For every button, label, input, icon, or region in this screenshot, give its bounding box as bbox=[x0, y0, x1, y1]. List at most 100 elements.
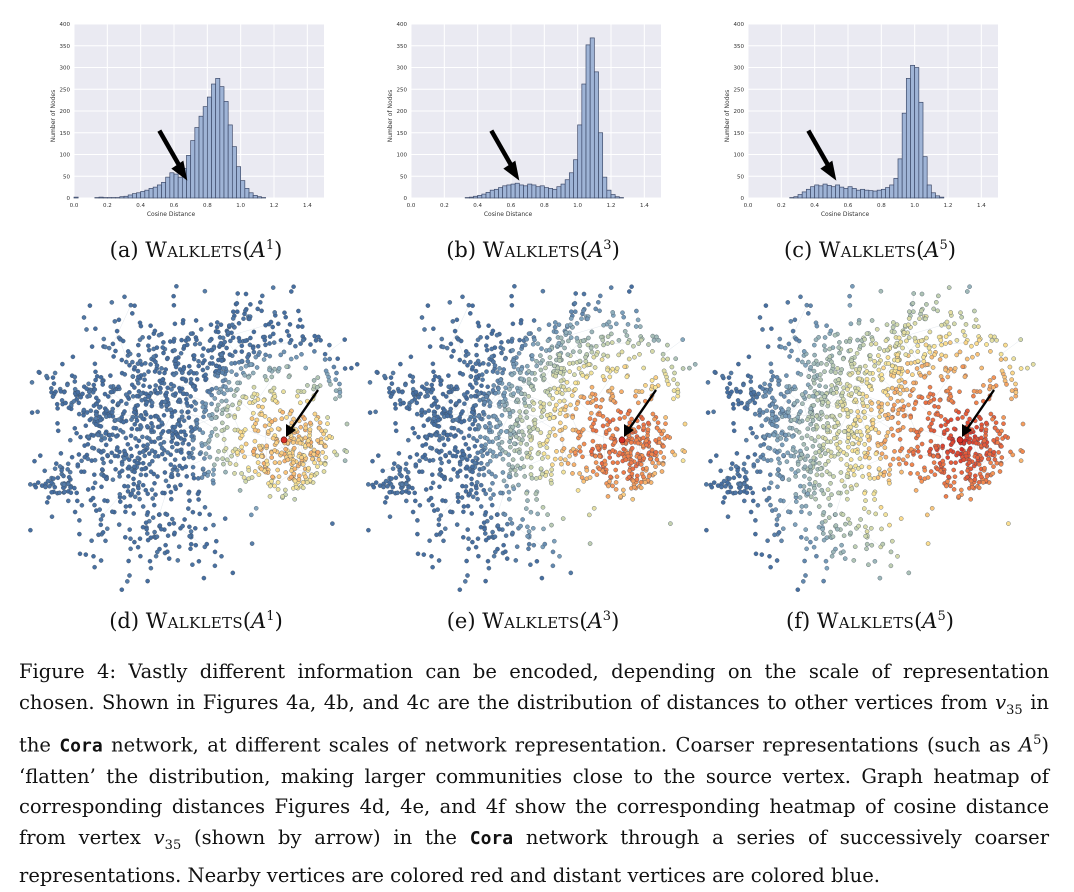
graph-node bbox=[872, 359, 876, 363]
graph-node bbox=[962, 458, 966, 462]
graph-node bbox=[769, 458, 773, 462]
graph-node bbox=[132, 410, 136, 414]
graph-node bbox=[343, 459, 347, 463]
graph-node bbox=[293, 497, 297, 501]
graph-node bbox=[76, 463, 80, 467]
graph-node bbox=[490, 481, 494, 485]
graph-node bbox=[132, 465, 136, 469]
histogram-bar bbox=[848, 187, 852, 198]
graph-node bbox=[256, 404, 260, 408]
graph-node bbox=[804, 537, 808, 541]
graph-node bbox=[639, 480, 643, 484]
graph-node bbox=[1012, 357, 1016, 361]
graph-node bbox=[182, 367, 186, 371]
graph-node bbox=[1021, 450, 1025, 454]
graph-node bbox=[420, 413, 424, 417]
graph-node bbox=[90, 345, 94, 349]
graph-node bbox=[254, 506, 258, 510]
graph-node bbox=[154, 383, 158, 387]
graph-node bbox=[296, 309, 300, 313]
graph-node bbox=[619, 494, 623, 498]
graph-node bbox=[332, 365, 336, 369]
graph-node bbox=[845, 490, 849, 494]
graph-node bbox=[633, 394, 637, 398]
y-tick-label: 200 bbox=[734, 109, 745, 115]
graph-node bbox=[465, 559, 469, 563]
graph-node bbox=[251, 449, 255, 453]
graph-node bbox=[837, 351, 841, 355]
x-tick-label: 0.4 bbox=[136, 203, 145, 209]
graph-node bbox=[940, 323, 944, 327]
graph-node bbox=[159, 366, 163, 370]
graph-node bbox=[383, 500, 387, 504]
graph-node bbox=[411, 375, 415, 379]
graph-node bbox=[451, 349, 455, 353]
graph-node bbox=[270, 455, 274, 459]
graph-node bbox=[495, 333, 499, 337]
histogram-bar bbox=[549, 188, 553, 198]
graph-node bbox=[280, 417, 284, 421]
graph-node bbox=[961, 329, 965, 333]
graph-node bbox=[538, 354, 542, 358]
graph-node bbox=[169, 490, 173, 494]
histogram-bar bbox=[840, 187, 844, 198]
graph-node bbox=[629, 440, 633, 444]
graph-node bbox=[130, 360, 134, 364]
graph-node bbox=[96, 433, 100, 437]
graph-node bbox=[837, 340, 841, 344]
histogram-bar bbox=[578, 125, 582, 198]
graph-node bbox=[93, 481, 97, 485]
graph-node bbox=[624, 458, 628, 462]
graph-node bbox=[858, 367, 862, 371]
graph-node bbox=[811, 427, 815, 431]
graph-node bbox=[608, 375, 612, 379]
graph-node bbox=[263, 338, 267, 342]
graph-node bbox=[240, 344, 244, 348]
graph-node bbox=[865, 332, 869, 336]
graph-node bbox=[470, 385, 474, 389]
graph-node bbox=[440, 498, 444, 502]
graph-node bbox=[485, 452, 489, 456]
graph-node bbox=[998, 469, 1002, 473]
graph-node bbox=[186, 507, 190, 511]
graph-node bbox=[124, 452, 128, 456]
graph-node bbox=[515, 418, 519, 422]
histogram-bar bbox=[565, 180, 569, 198]
graph-node bbox=[911, 301, 915, 305]
graph-node bbox=[142, 373, 146, 377]
graph-node bbox=[424, 457, 428, 461]
graph-node bbox=[890, 386, 894, 390]
graph-node bbox=[235, 450, 239, 454]
graph-node bbox=[994, 421, 998, 425]
graph-node bbox=[523, 343, 527, 347]
graph-node bbox=[277, 366, 281, 370]
graph-node bbox=[439, 513, 443, 517]
graph-node bbox=[927, 346, 931, 350]
graph-node bbox=[511, 348, 515, 352]
graph-node bbox=[203, 289, 207, 293]
graph-node bbox=[293, 467, 297, 471]
graph-node bbox=[91, 486, 95, 490]
graph-node bbox=[710, 485, 714, 489]
graph-heatmap-d bbox=[26, 280, 362, 604]
graph-node bbox=[952, 427, 956, 431]
graph-node bbox=[223, 517, 227, 521]
graph-node bbox=[846, 445, 850, 449]
graph-node bbox=[964, 454, 968, 458]
y-tick-label: 300 bbox=[397, 66, 408, 72]
graph-node bbox=[794, 337, 798, 341]
graph-node bbox=[187, 499, 191, 503]
graph-node bbox=[515, 545, 519, 549]
graph-node bbox=[474, 381, 478, 385]
graph-node bbox=[512, 392, 516, 396]
graph-node bbox=[268, 341, 272, 345]
graph-node bbox=[748, 399, 752, 403]
graph-node bbox=[422, 424, 426, 428]
graph-node bbox=[126, 484, 130, 488]
graph-node bbox=[252, 392, 256, 396]
graph-node bbox=[30, 380, 34, 384]
graph-node bbox=[712, 481, 716, 485]
graph-node bbox=[761, 387, 765, 391]
graph-node bbox=[448, 510, 452, 514]
graph-node bbox=[485, 335, 489, 339]
